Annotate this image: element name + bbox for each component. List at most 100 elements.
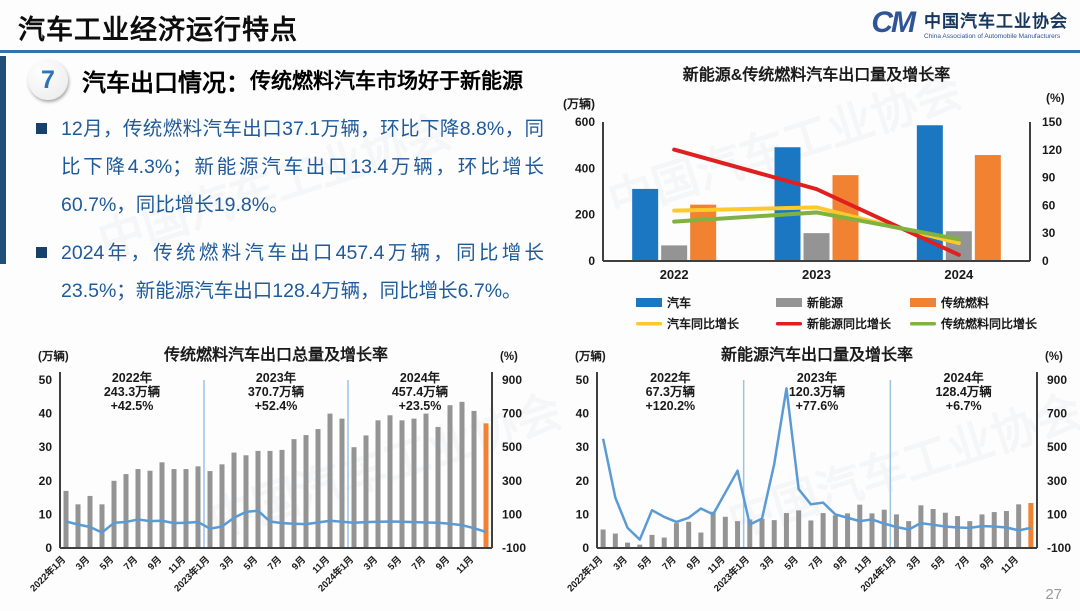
svg-text:40: 40 bbox=[576, 407, 590, 421]
bar-month-20 bbox=[291, 439, 297, 548]
svg-text:7月: 7月 bbox=[660, 554, 678, 572]
svg-text:-100: -100 bbox=[1047, 541, 1071, 555]
svg-text:2023年: 2023年 bbox=[256, 370, 297, 385]
bar-month-18 bbox=[808, 520, 814, 548]
svg-text:67.3万辆: 67.3万辆 bbox=[646, 384, 696, 399]
bar-month-8 bbox=[147, 470, 153, 548]
svg-text:10: 10 bbox=[576, 507, 590, 521]
svg-text:0: 0 bbox=[1042, 254, 1049, 268]
bar-month-20 bbox=[832, 515, 838, 548]
bar-month-7 bbox=[673, 523, 679, 548]
svg-text:128.4万辆: 128.4万辆 bbox=[936, 384, 993, 399]
chart-combined-exports: 新能源&传统燃料汽车出口量及增长率 (万辆) (%) 0 200 400 600 0 30 60 9… bbox=[558, 64, 1078, 344]
svg-text:11月: 11月 bbox=[853, 554, 875, 576]
svg-text:2024: 2024 bbox=[944, 267, 974, 282]
bar-month-15 bbox=[231, 452, 237, 548]
bar-month-5 bbox=[649, 534, 655, 548]
svg-text:5月: 5月 bbox=[98, 554, 116, 572]
line-同比增长率 bbox=[65, 509, 487, 534]
svg-text:700: 700 bbox=[502, 407, 522, 421]
svg-text:5月: 5月 bbox=[242, 554, 260, 572]
svg-text:+120.2%: +120.2% bbox=[645, 399, 695, 413]
bar-month-12 bbox=[195, 466, 201, 548]
bar-month-9 bbox=[698, 532, 704, 548]
bar-month-34 bbox=[1003, 511, 1009, 548]
bar-month-19 bbox=[820, 513, 826, 548]
bar-month-25 bbox=[351, 447, 357, 548]
svg-text:457.4万辆: 457.4万辆 bbox=[392, 384, 449, 399]
bar-month-28 bbox=[930, 509, 936, 548]
bar-month-32 bbox=[979, 514, 985, 548]
bar-month-23 bbox=[869, 513, 875, 548]
svg-text:传统燃料: 传统燃料 bbox=[940, 295, 989, 310]
svg-text:新能源汽车出口量及增长率: 新能源汽车出口量及增长率 bbox=[721, 346, 913, 364]
svg-text:300: 300 bbox=[1047, 474, 1067, 488]
chart-traditional-fuel-monthly: 传统燃料汽车出口总量及增长率 (万辆) (%) 0 10 20 30 40 50 900 700 50… bbox=[10, 345, 534, 606]
bar-month-5 bbox=[111, 480, 117, 548]
bar-month-35 bbox=[471, 410, 477, 548]
bar-month-36 bbox=[1028, 502, 1034, 548]
bar-month-29 bbox=[399, 420, 405, 548]
svg-text:(万辆): (万辆) bbox=[38, 349, 69, 363]
svg-text:100: 100 bbox=[502, 507, 522, 521]
svg-text:7月: 7月 bbox=[266, 554, 284, 572]
svg-text:7月: 7月 bbox=[807, 554, 825, 572]
bar-month-14 bbox=[219, 464, 225, 548]
svg-text:30: 30 bbox=[39, 440, 53, 454]
svg-text:5月: 5月 bbox=[783, 554, 801, 572]
svg-text:60: 60 bbox=[1042, 198, 1056, 212]
bar-month-4 bbox=[99, 504, 105, 548]
bar-传统燃料 bbox=[690, 204, 717, 261]
svg-text:9月: 9月 bbox=[146, 554, 164, 572]
bar-month-19 bbox=[279, 449, 285, 548]
bar-month-12 bbox=[735, 521, 741, 548]
bar-month-33 bbox=[991, 512, 997, 548]
section-header: 7 汽车出口情况： 传统燃料汽车市场好于新能源 bbox=[28, 60, 523, 100]
svg-text:9月: 9月 bbox=[685, 554, 703, 572]
svg-text:11月: 11月 bbox=[455, 554, 477, 576]
svg-text:9月: 9月 bbox=[434, 554, 452, 572]
bar-month-17 bbox=[796, 510, 802, 548]
svg-text:100: 100 bbox=[1047, 507, 1067, 521]
svg-text:120: 120 bbox=[1042, 143, 1062, 157]
svg-text:2022年1月: 2022年1月 bbox=[565, 554, 606, 595]
svg-text:9月: 9月 bbox=[831, 554, 849, 572]
bar-month-1 bbox=[600, 529, 606, 548]
bar-month-14 bbox=[759, 518, 765, 548]
svg-text:20: 20 bbox=[39, 474, 53, 488]
svg-text:500: 500 bbox=[1047, 440, 1067, 454]
bar-month-6 bbox=[661, 537, 667, 548]
svg-text:3月: 3月 bbox=[362, 554, 380, 572]
bar-新能源 bbox=[661, 245, 688, 261]
bar-month-6 bbox=[123, 474, 129, 548]
svg-text:243.3万辆: 243.3万辆 bbox=[104, 384, 161, 399]
svg-text:2022年: 2022年 bbox=[112, 370, 153, 385]
bar-month-13 bbox=[747, 519, 753, 548]
bar-month-24 bbox=[881, 509, 887, 548]
svg-text:370.7万辆: 370.7万辆 bbox=[248, 384, 305, 399]
bar-month-25 bbox=[893, 514, 899, 548]
bar-month-32 bbox=[435, 427, 441, 548]
left-accent-stripe bbox=[0, 56, 6, 264]
section-title: 汽车出口情况： bbox=[82, 69, 250, 97]
svg-text:10: 10 bbox=[39, 507, 53, 521]
bar-month-11 bbox=[722, 516, 728, 548]
svg-text:汽车: 汽车 bbox=[667, 295, 691, 310]
bullet-square-icon bbox=[36, 123, 47, 134]
bar-month-26 bbox=[363, 435, 369, 548]
line-同比增长率 bbox=[601, 387, 1032, 541]
bar-month-31 bbox=[967, 521, 973, 548]
svg-text:(%): (%) bbox=[1046, 91, 1065, 105]
svg-text:传统燃料汽车出口总量及增长率: 传统燃料汽车出口总量及增长率 bbox=[163, 346, 388, 364]
svg-text:90: 90 bbox=[1042, 171, 1056, 185]
bar-汽车 bbox=[632, 188, 659, 261]
svg-text:11月: 11月 bbox=[706, 554, 728, 576]
svg-text:2022: 2022 bbox=[660, 267, 689, 282]
nev-chart-svg: 新能源汽车出口量及增长率 (万辆) (%) 0 10 20 30 40 50 900 700 500 3… bbox=[565, 345, 1072, 595]
svg-text:+42.5%: +42.5% bbox=[111, 399, 154, 413]
svg-text:20: 20 bbox=[576, 474, 590, 488]
svg-text:2022年: 2022年 bbox=[650, 370, 691, 385]
bar-month-2 bbox=[612, 533, 618, 548]
svg-text:30: 30 bbox=[1042, 226, 1056, 240]
svg-text:(万辆): (万辆) bbox=[575, 349, 606, 363]
